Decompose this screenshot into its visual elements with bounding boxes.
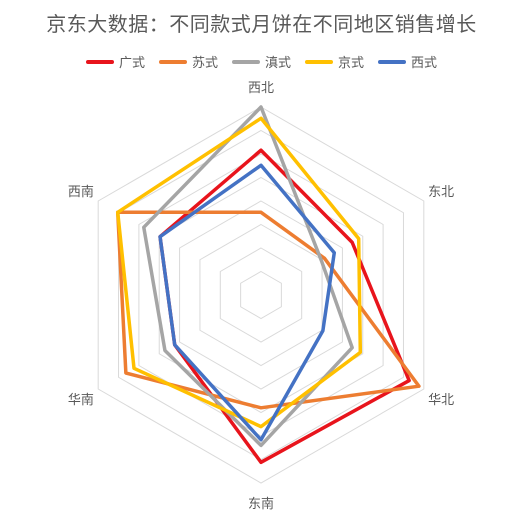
legend-item[interactable]: 西式 [378, 52, 437, 71]
series-line-4[interactable] [158, 163, 337, 442]
legend-item[interactable]: 苏式 [158, 52, 218, 71]
legend: 广式 苏式 滇式 京式 西式 [0, 52, 523, 71]
legend-label: 苏式 [191, 56, 218, 71]
axis-label: 华北 [428, 393, 454, 408]
series-line-2[interactable] [142, 105, 354, 448]
grid-ring [138, 153, 384, 437]
grid-ring [199, 223, 323, 367]
legend-swatch [85, 59, 114, 64]
legend-swatch [231, 59, 260, 64]
legend-label: 广式 [118, 56, 145, 71]
legend-item[interactable]: 京式 [305, 52, 364, 71]
axis-label: 华南 [68, 392, 94, 408]
grid-ring [240, 270, 282, 320]
grid-ring [219, 247, 303, 343]
legend-swatch [378, 59, 407, 64]
grid-ring [97, 106, 425, 484]
axis-label: 东南 [248, 496, 274, 512]
grid-ring [179, 200, 343, 390]
axis-label: 东北 [428, 185, 454, 200]
legend-label: 滇式 [264, 56, 291, 71]
radar-series [115, 105, 421, 465]
axis-label: 西北 [248, 81, 274, 96]
legend-swatch [305, 59, 333, 64]
legend-label: 京式 [338, 56, 365, 71]
legend-swatch [158, 59, 187, 64]
legend-item[interactable]: 广式 [85, 52, 145, 71]
series-line-3[interactable] [115, 116, 363, 429]
legend-label: 西式 [411, 56, 438, 71]
series-line-1[interactable] [115, 210, 421, 410]
series-line-0[interactable] [158, 148, 411, 465]
axis-label: 西南 [68, 184, 94, 200]
chart-title: 京东大数据：不同款式月饼在不同地区销售增长 [46, 12, 477, 36]
legend-item[interactable]: 滇式 [231, 52, 291, 71]
